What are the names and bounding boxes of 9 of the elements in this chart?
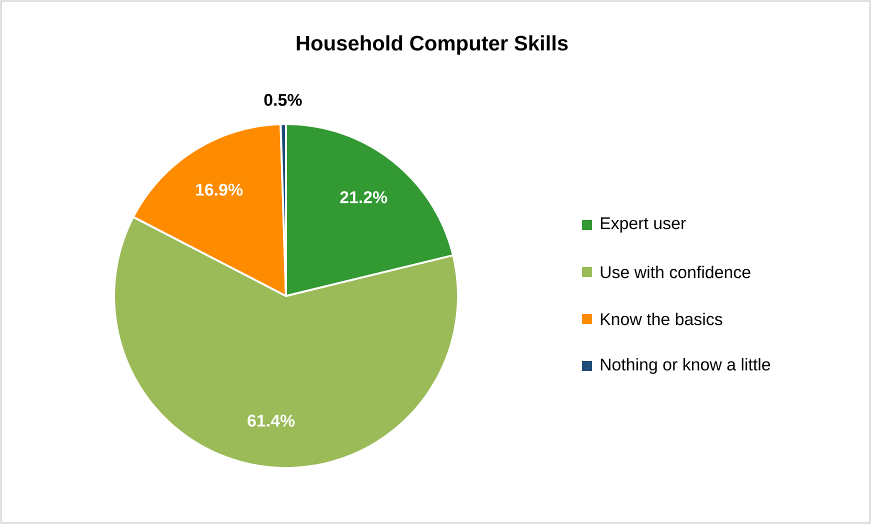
data-label: 61.4% [248,414,295,427]
legend-label: Use with confidence [600,266,750,278]
chart-title: Household Computer Skills [296,35,568,55]
legend-label: Know the basics [600,312,722,326]
data-label: 21.2% [340,191,388,204]
data-label: 16.9% [196,184,243,196]
legend-label: Expert user [600,217,686,233]
data-label: 0.5% [264,94,302,106]
legend-label: Nothing or know a little [600,358,770,374]
